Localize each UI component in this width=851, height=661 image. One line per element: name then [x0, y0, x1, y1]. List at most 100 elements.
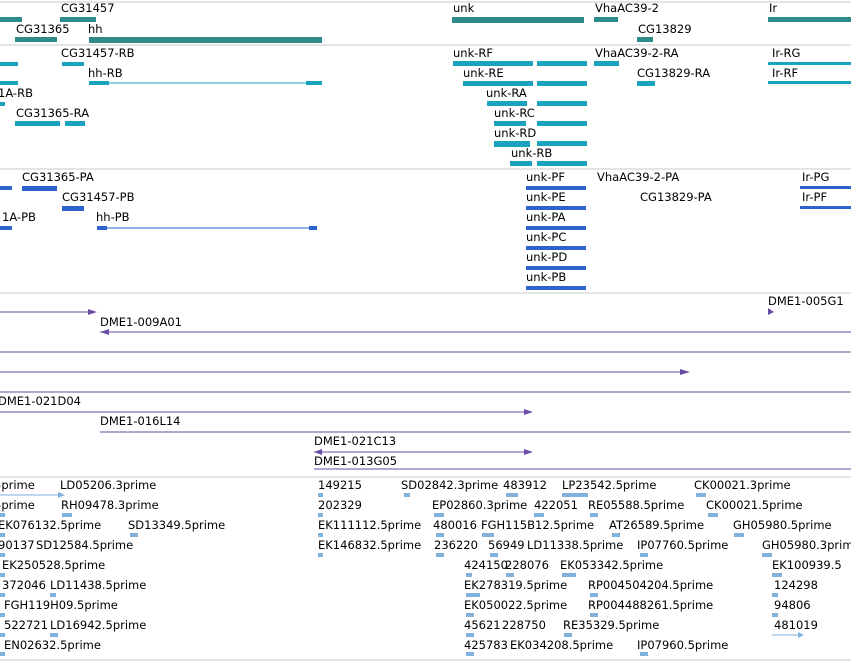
est-glyph[interactable] — [0, 533, 5, 537]
gene-glyph-Ir[interactable] — [768, 17, 851, 22]
est-glyph[interactable] — [62, 513, 72, 517]
est-glyph[interactable] — [50, 593, 56, 597]
protein-glyph[interactable] — [526, 186, 586, 190]
est-glyph[interactable] — [640, 652, 648, 656]
est-glyph[interactable] — [506, 573, 514, 577]
clone-end-marker — [100, 329, 109, 335]
est-glyph[interactable] — [466, 593, 480, 597]
transcript-glyph[interactable] — [537, 61, 587, 66]
est-glyph[interactable] — [436, 553, 444, 557]
transcript-glyph[interactable] — [494, 121, 526, 126]
protein-label: unk-PA — [526, 210, 566, 224]
gene-glyph-hh[interactable] — [89, 37, 322, 43]
est-glyph[interactable] — [562, 493, 588, 497]
transcript-glyph[interactable] — [537, 161, 587, 166]
transcript-glyph[interactable] — [537, 141, 587, 146]
est-glyph[interactable] — [534, 513, 544, 517]
est-label: 56949 — [488, 538, 525, 552]
protein-glyph[interactable] — [0, 226, 12, 230]
est-glyph[interactable] — [466, 573, 472, 577]
protein-glyph[interactable] — [97, 226, 107, 230]
est-glyph[interactable] — [318, 493, 323, 497]
est-label: EN02632.5prime — [4, 638, 101, 652]
est-glyph[interactable] — [130, 533, 138, 537]
protein-glyph[interactable] — [526, 226, 586, 230]
transcript-label: Ir-RG — [772, 46, 800, 60]
est-glyph[interactable] — [0, 613, 5, 617]
transcript-glyph[interactable] — [494, 141, 530, 147]
est-glyph[interactable] — [318, 513, 323, 517]
est-glyph[interactable] — [0, 513, 5, 517]
transcript-glyph[interactable] — [15, 121, 60, 126]
est-glyph[interactable] — [0, 593, 5, 597]
gene-glyph-CG31365[interactable] — [15, 37, 57, 42]
gene-glyph-CG13829[interactable] — [637, 37, 653, 42]
est-glyph[interactable] — [640, 553, 648, 557]
transcript-glyph[interactable] — [768, 62, 851, 65]
est-glyph[interactable] — [564, 633, 572, 637]
transcript-glyph[interactable] — [594, 61, 619, 66]
transcript-glyph[interactable] — [0, 102, 5, 106]
est-glyph[interactable] — [506, 493, 518, 497]
est-glyph[interactable] — [772, 593, 778, 597]
gene-glyph-unk[interactable] — [452, 17, 584, 23]
est-glyph[interactable] — [590, 593, 598, 597]
protein-glyph[interactable] — [22, 186, 57, 191]
transcript-glyph[interactable] — [62, 62, 84, 66]
protein-glyph[interactable] — [526, 246, 586, 250]
transcript-glyph[interactable] — [537, 101, 587, 106]
est-glyph[interactable] — [404, 493, 410, 497]
transcript-glyph[interactable] — [487, 101, 527, 106]
transcript-glyph[interactable] — [0, 62, 18, 66]
transcript-glyph[interactable] — [537, 81, 587, 86]
protein-glyph[interactable] — [309, 226, 317, 230]
est-glyph[interactable] — [772, 573, 782, 577]
transcript-glyph[interactable] — [65, 121, 85, 126]
transcript-glyph[interactable] — [306, 81, 322, 85]
transcript-glyph[interactable] — [768, 81, 851, 84]
protein-glyph[interactable] — [526, 286, 586, 290]
protein-glyph[interactable] — [526, 206, 586, 210]
est-glyph[interactable] — [696, 493, 706, 497]
transcript-glyph[interactable] — [463, 81, 533, 86]
protein-glyph[interactable] — [526, 266, 586, 270]
est-glyph[interactable] — [772, 613, 778, 617]
transcript-label: CG31457-RB — [61, 46, 135, 60]
est-glyph[interactable] — [590, 513, 598, 517]
est-glyph[interactable] — [466, 652, 474, 656]
est-glyph[interactable] — [562, 573, 576, 577]
est-glyph[interactable] — [466, 633, 474, 637]
est-glyph[interactable] — [0, 573, 5, 577]
est-glyph[interactable] — [482, 533, 494, 537]
est-glyph[interactable] — [0, 633, 5, 637]
est-glyph[interactable] — [734, 533, 744, 537]
est-glyph[interactable] — [762, 553, 772, 557]
transcript-glyph[interactable] — [537, 121, 587, 126]
gene-glyph-CG31457[interactable] — [60, 17, 96, 22]
est-glyph[interactable] — [612, 533, 620, 537]
transcript-glyph[interactable] — [637, 81, 655, 86]
transcript-glyph[interactable] — [510, 161, 532, 166]
est-glyph[interactable] — [318, 553, 323, 557]
transcript-glyph[interactable] — [453, 61, 533, 66]
est-glyph[interactable] — [0, 553, 5, 557]
protein-glyph[interactable] — [800, 186, 851, 189]
est-label: EK250528.5prime — [2, 558, 105, 572]
est-glyph[interactable] — [50, 633, 58, 637]
transcript-glyph[interactable] — [0, 81, 18, 85]
est-glyph[interactable] — [436, 533, 444, 537]
est-glyph[interactable] — [708, 513, 718, 517]
protein-glyph[interactable] — [62, 206, 84, 211]
est-glyph[interactable] — [590, 613, 598, 617]
est-glyph[interactable] — [0, 652, 5, 656]
protein-glyph[interactable] — [800, 206, 851, 209]
est-glyph[interactable] — [318, 533, 323, 537]
transcript-glyph[interactable] — [89, 81, 109, 85]
protein-glyph[interactable] — [0, 186, 12, 190]
gene-glyph-left[interactable] — [0, 17, 22, 22]
est-glyph[interactable] — [466, 613, 474, 617]
est-glyph[interactable] — [434, 513, 444, 517]
est-glyph[interactable] — [490, 553, 498, 557]
gene-glyph-VhaAC39-2[interactable] — [594, 17, 618, 22]
